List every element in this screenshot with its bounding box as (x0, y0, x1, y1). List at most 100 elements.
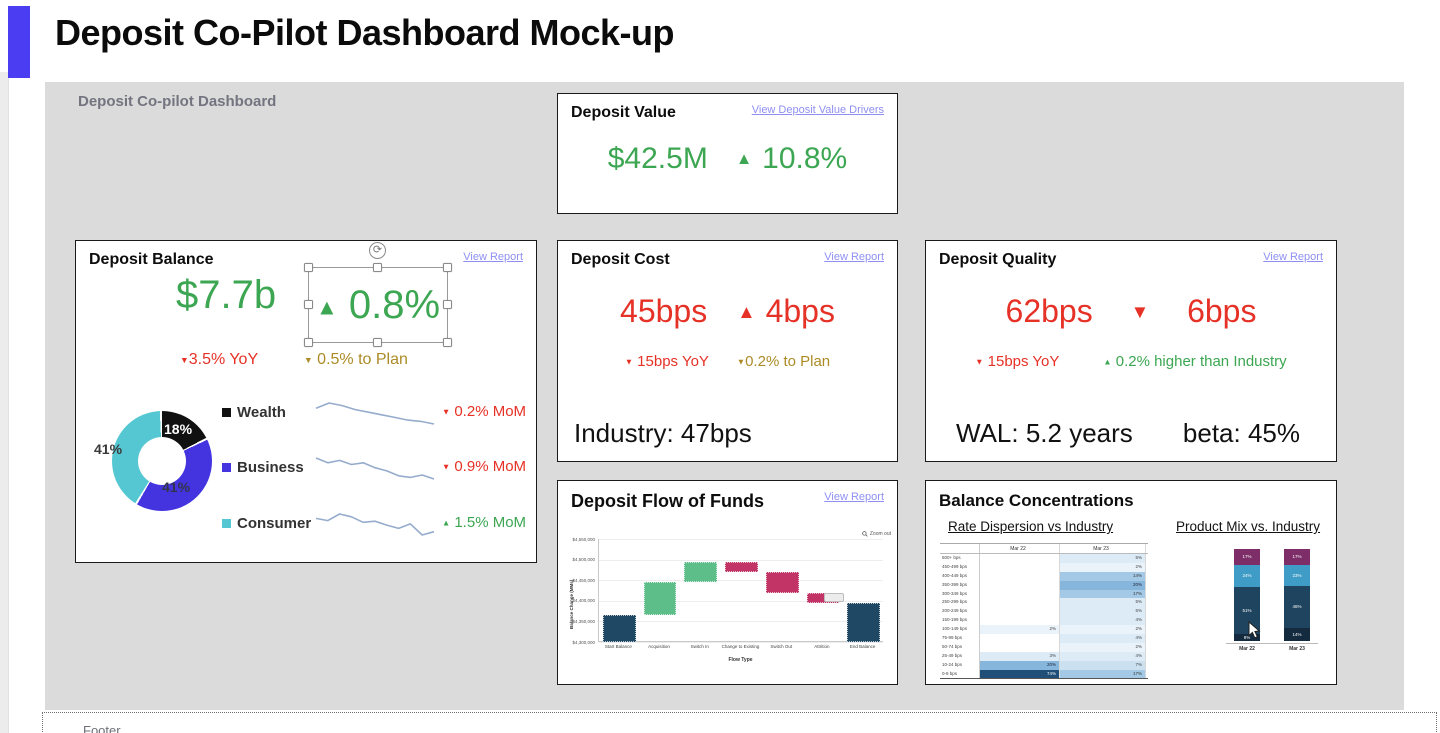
heatmap-cell: 5% (1060, 554, 1146, 563)
heatmap-row: 75-99 bps 4% (940, 634, 1148, 643)
rate-dispersion-heatmap: Mar 22 Mar 23 500+ bps 5% 450-499 bps 2% 400-4… (940, 543, 1148, 680)
wealth-swatch (222, 408, 231, 417)
heatmap-column-header: Mar 23 (1060, 544, 1146, 553)
waterfall-bar (847, 602, 880, 642)
waterfall-x-tick: Switch Out (770, 644, 793, 649)
deposit-quality-wal: WAL: 5.2 years (956, 418, 1133, 448)
footer-label: Footer (83, 723, 121, 733)
waterfall-gridline (599, 600, 883, 602)
zoom-out-control[interactable]: Zoom out (862, 531, 891, 537)
product-mix-x-tick: Mar 22 (1239, 646, 1255, 652)
waterfall-bar (725, 561, 758, 572)
waterfall-x-tick: Change to Existing (721, 644, 760, 649)
deposit-quality-view-report-link[interactable]: View Report (1263, 251, 1323, 263)
magnifier-icon (862, 531, 868, 537)
waterfall-x-axis-title: Flow Type (728, 657, 753, 663)
page-title: Deposit Co-Pilot Dashboard Mock-up (55, 12, 675, 53)
heatmap-row: 450-499 bps 2% (940, 562, 1148, 572)
heatmap-cell: 5% (1060, 598, 1146, 608)
resize-handle-sw[interactable] (304, 338, 313, 347)
product-mix-subtitle: Product Mix vs. Industry (1176, 519, 1321, 534)
deposit-quality-yoy: ▼ 15bps YoY (975, 353, 1060, 370)
waterfall-bar (603, 615, 636, 642)
deposit-quality-card: Deposit Quality View Report 62bps ▼ 6bps… (925, 240, 1337, 462)
balance-row-business: Business ▼ 0.9% MoM (76, 451, 536, 485)
deposit-cost-view-report-link[interactable]: View Report (824, 251, 884, 263)
deposit-quality-title: Deposit Quality (939, 251, 1057, 268)
consumer-swatch (222, 519, 231, 528)
donut-hole (138, 437, 186, 485)
heatmap-cell (980, 562, 1060, 572)
heatmap-row: 400-449 bps 14% (940, 571, 1148, 581)
heatmap-row: 300-349 bps 17% (940, 589, 1148, 599)
heatmap-cell: 17% (1060, 669, 1146, 679)
deposit-balance-view-report-link[interactable]: View Report (463, 251, 523, 263)
up-triangle-icon: ▲ (737, 300, 756, 322)
heatmap-cell: 2% (1060, 642, 1146, 652)
resize-handle-w[interactable] (304, 300, 313, 309)
product-mix-segment: 46% (1284, 585, 1310, 629)
product-mix-segment: 23% (1284, 564, 1310, 586)
balance-row-wealth: Wealth ▼ 0.2% MoM (76, 396, 536, 430)
legend-item-consumer: Consumer (222, 515, 311, 532)
deposit-quality-beta: beta: 45% (1182, 418, 1300, 448)
heatmap-cell: 2% (980, 625, 1060, 635)
deposit-balance-to-plan: ▼ 0.5% to Plan (304, 351, 408, 368)
deposit-cost-to-plan: ▼0.2% to Plan (736, 353, 831, 370)
heatmap-cell (980, 589, 1060, 599)
heatmap-row: 0-9 bps 74% 17% (940, 669, 1148, 679)
selection-box[interactable]: ⟳ ▲ 0.8% (304, 242, 452, 347)
heatmap-row-label: 300-349 bps (940, 589, 980, 599)
up-triangle-icon: ▲ (315, 293, 338, 319)
business-sparkline (315, 457, 435, 480)
waterfall-y-ticks: $4,550,000 $4,500,000 $4,450,000 $4,400,000… (572, 537, 596, 645)
resize-handle-s[interactable] (373, 338, 382, 347)
view-deposit-value-drivers-link[interactable]: View Deposit Value Drivers (751, 104, 884, 116)
heatmap-row: 500+ bps 5% (940, 554, 1148, 563)
resize-handle-n[interactable] (373, 263, 382, 272)
deposit-cost-card: Deposit Cost View Report 45bps ▲ 4bps ▼ … (557, 240, 898, 462)
heatmap-header-row: Mar 22 Mar 23 (940, 544, 1148, 554)
heatmap-cell: 2% (1060, 562, 1146, 572)
deposit-balance-amount: $7.7b (176, 273, 277, 317)
down-triangle-icon: ▼ (304, 354, 313, 365)
product-mix-segment: 14% (1284, 628, 1310, 641)
waterfall-x-tick: Acquisition (648, 644, 670, 649)
resize-handle-ne[interactable] (443, 263, 452, 272)
heatmap-row-label: 0-9 bps (940, 669, 980, 679)
waterfall-gridline (599, 539, 883, 540)
resize-handle-nw[interactable] (304, 263, 313, 272)
rotate-handle-icon[interactable]: ⟳ (369, 242, 386, 259)
heatmap-row-label: 200-249 bps (940, 607, 980, 617)
heatmap-row: 350-399 bps 20% (940, 580, 1148, 590)
waterfall-x-tick: Switch In (690, 644, 709, 649)
down-triangle-icon: ▼ (180, 354, 189, 365)
up-triangle-icon: ▲ (735, 149, 753, 168)
heatmap-row-label: 500+ bps (940, 554, 980, 563)
flow-of-funds-view-report-link[interactable]: View Report (824, 491, 884, 503)
waterfall-x-tick: Attrition (814, 644, 830, 649)
waterfall-plot-area (598, 539, 883, 643)
waterfall-gridline (599, 559, 883, 561)
heatmap-row-label: 400-449 bps (940, 571, 980, 581)
balance-concentrations-title: Balance Concentrations (939, 491, 1134, 510)
waterfall-x-tick: Start Balance (604, 644, 632, 649)
deposit-cost-value: 45bps (620, 293, 708, 329)
heatmap-cell (980, 607, 1060, 617)
balance-mix-donut-chart: 18% 41% 41% (94, 411, 212, 511)
deposit-quality-industry-note: ▲ 0.2% higher than Industry (1103, 353, 1287, 370)
resize-handle-se[interactable] (443, 338, 452, 347)
product-mix-segment: 8% (1234, 633, 1260, 641)
waterfall-gridline (599, 580, 883, 582)
heatmap-row: 150-199 bps 4% (940, 616, 1148, 626)
deposit-quality-delta: 6bps (1187, 293, 1257, 329)
heatmap-cell (980, 554, 1060, 563)
dashboard-canvas: Deposit Co-pilot Dashboard Deposit Value… (45, 82, 1404, 710)
product-mix-segment: 24% (1234, 564, 1260, 587)
heatmap-row-label: 10-24 bps (940, 660, 980, 670)
heatmap-cell (980, 634, 1060, 643)
deposit-quality-value: 62bps (1005, 293, 1093, 329)
deposit-balance-yoy: ▼3.5% YoY (180, 351, 259, 368)
resize-handle-e[interactable] (443, 300, 452, 309)
